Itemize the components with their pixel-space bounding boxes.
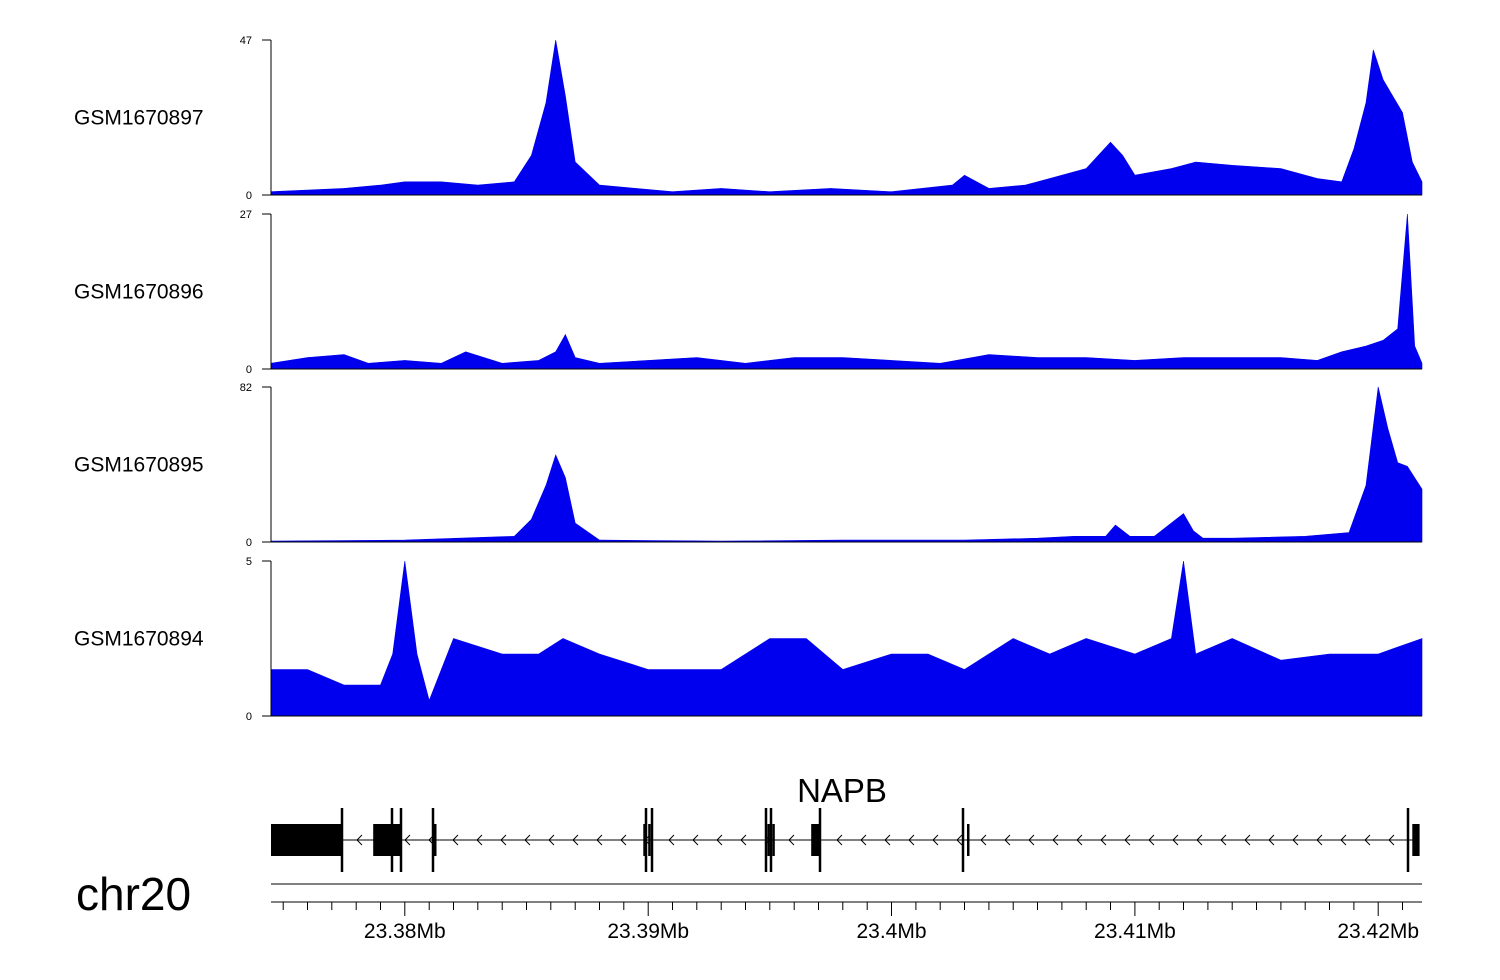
x-tick-label: 23.42Mb [1337,920,1419,943]
coverage-area [270,560,1423,717]
x-tick-label: 23.38Mb [364,920,446,943]
strand-arrow [1292,834,1299,846]
track-GSM1670894: 5 0 GSM1670894 [74,556,1423,723]
strand-arrow [1388,834,1395,846]
y-tick-label: 5 [246,556,252,568]
strand-arrow [1268,834,1275,846]
strand-arrow [692,834,699,846]
exon [271,824,342,856]
strand-arrow [1172,834,1179,846]
strand-arrow [620,834,627,846]
x-tick-label: 23.4Mb [856,920,926,943]
exon [767,824,770,856]
track-GSM1670895: 82 0 GSM1670895 [74,382,1423,549]
coverage-area [270,39,1423,196]
strand-arrow [1340,834,1347,846]
strand-arrow [1196,834,1203,846]
strand-arrow [1148,834,1155,846]
x-tick-label: 23.41Mb [1094,920,1176,943]
gene-annotation-track: NAPB [271,772,1420,872]
strand-arrow [596,834,603,846]
strand-arrow [860,834,867,846]
strand-arrow [356,834,363,846]
strand-arrow [548,834,555,846]
exon [967,824,970,856]
strand-arrow [1364,834,1371,846]
exon [811,824,821,856]
strand-arrow [956,834,963,846]
strand-arrow [980,834,987,846]
strand-arrow [884,834,891,846]
strand-arrow [500,834,507,846]
strand-arrow [572,834,579,846]
strand-arrow [404,834,411,846]
strand-arrow [452,834,459,846]
chromosome-label: chr20 [76,868,191,920]
coverage-area [270,213,1423,370]
exon [373,824,400,856]
y-tick-label: 0 [246,711,252,723]
coverage-area [270,386,1423,543]
strand-arrow [476,834,483,846]
track-GSM1670896: 27 0 GSM1670896 [74,209,1423,376]
strand-arrow [524,834,531,846]
strand-arrow [908,834,915,846]
strand-arrow [1100,834,1107,846]
strand-arrow [1124,834,1131,846]
exon [1412,824,1420,856]
strand-arrow [1220,834,1227,846]
y-tick-label: 0 [246,190,252,202]
track-label: GSM1670897 [74,107,204,130]
track-label: GSM1670895 [74,454,204,477]
y-tick-label: 0 [246,364,252,376]
gene-name-label: NAPB [797,772,887,809]
exon [434,824,437,856]
x-tick-label: 23.39Mb [607,920,689,943]
y-tick-label: 27 [240,209,252,221]
strand-arrow [1028,834,1035,846]
y-tick-label: 0 [246,537,252,549]
strand-arrow [836,834,843,846]
strand-arrow [1004,834,1011,846]
strand-arrow [1052,834,1059,846]
strand-arrow [716,834,723,846]
genomic-axis: 23.38Mb 23.39Mb 23.4Mb 23.41Mb 23.42Mb [271,883,1422,943]
y-tick-label: 47 [240,35,252,47]
strand-arrow [1244,834,1251,846]
strand-arrow [1316,834,1323,846]
strand-arrow [788,834,795,846]
y-tick-label: 82 [240,382,252,394]
track-label: GSM1670894 [74,628,204,651]
strand-arrow [1076,834,1083,846]
strand-arrow [932,834,939,846]
track-GSM1670897: 47 0 GSM1670897 [74,35,1423,202]
track-label: GSM1670896 [74,281,204,304]
strand-arrow [668,834,675,846]
exon [643,824,646,856]
strand-arrow [740,834,747,846]
coverage-tracks: 47 0 GSM1670897 27 0 GSM1670896 82 0 GSM1670895 5… [74,35,1423,723]
exon [648,824,651,856]
exon [772,824,775,856]
